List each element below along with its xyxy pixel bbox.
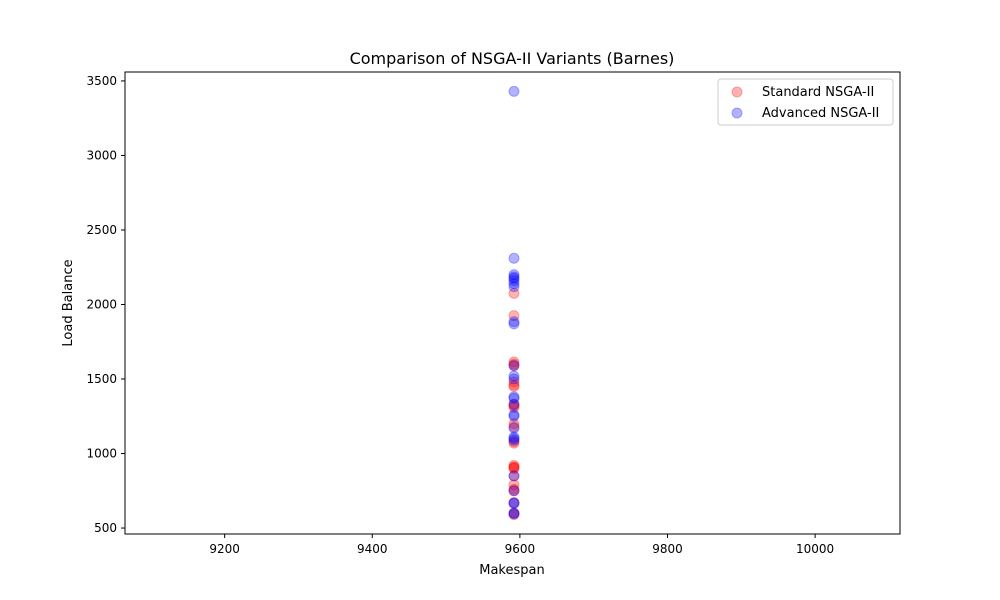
standard-point	[508, 436, 520, 448]
advanced-point	[508, 392, 520, 404]
y-tick-label: 2000	[86, 297, 117, 311]
standard-point	[508, 376, 520, 388]
chart-title: Comparison of NSGA-II Variants (Barnes)	[350, 49, 675, 68]
standard-point	[508, 461, 520, 473]
advanced-point	[508, 409, 520, 421]
advanced-point	[508, 431, 520, 443]
standard-point	[508, 310, 520, 322]
advanced-point	[508, 391, 520, 403]
advanced-point	[508, 360, 520, 372]
standard-point	[508, 462, 520, 474]
y-tick-label: 2500	[86, 223, 117, 237]
advanced-point	[508, 497, 520, 509]
standard-point	[508, 470, 520, 482]
standard-point	[508, 356, 520, 368]
advanced-point	[508, 433, 520, 445]
x-tick-label: 9400	[357, 542, 388, 556]
legend-label-standard: Standard NSGA-II	[762, 85, 874, 100]
advanced-point	[508, 275, 520, 287]
advanced-point	[508, 252, 520, 264]
y-tick-label: 3000	[86, 148, 117, 162]
advanced-point	[508, 507, 520, 519]
standard-point	[508, 418, 520, 430]
advanced-point	[508, 398, 520, 410]
advanced-point	[508, 278, 520, 290]
standard-point	[508, 287, 520, 299]
advanced-point	[508, 373, 520, 385]
standard-point	[508, 380, 520, 392]
standard-point	[508, 360, 520, 372]
standard-point	[508, 509, 520, 521]
standard-point	[508, 497, 520, 509]
data-points	[508, 85, 520, 521]
advanced-point	[508, 485, 520, 497]
advanced-point	[508, 281, 520, 293]
advanced-point	[508, 422, 520, 434]
standard-point	[508, 507, 520, 519]
x-axis-ticks: 9200 9400 9600 9800 10000	[209, 534, 834, 556]
advanced-point	[508, 271, 520, 283]
y-tick-label: 3500	[86, 74, 117, 88]
legend-box	[717, 78, 894, 126]
plot-frame	[124, 71, 901, 535]
advanced-point	[508, 318, 520, 330]
legend-marker-standard	[731, 86, 743, 98]
standard-point	[508, 398, 520, 410]
y-axis-label: Load Balance	[61, 259, 76, 346]
advanced-point	[508, 370, 520, 382]
standard-point	[508, 485, 520, 497]
y-tick-label: 1000	[86, 447, 117, 461]
advanced-point	[508, 508, 520, 520]
y-axis-ticks: 500 1000 1500 2000 2500 3000 3500	[86, 74, 125, 535]
advanced-point	[508, 410, 520, 422]
standard-point	[508, 400, 520, 412]
advanced-point	[508, 434, 520, 446]
advanced-point	[508, 470, 520, 482]
standard-point	[508, 459, 520, 471]
x-axis-label: Makespan	[479, 563, 544, 578]
legend-marker-advanced	[731, 107, 743, 119]
standard-point	[508, 483, 520, 495]
standard-point	[508, 421, 520, 433]
x-tick-label: 9800	[652, 542, 683, 556]
standard-point	[508, 379, 520, 391]
y-tick-label: 500	[94, 521, 117, 535]
legend-label-advanced: Advanced NSGA-II	[762, 106, 879, 121]
x-tick-label: 9600	[505, 542, 536, 556]
x-tick-label: 9200	[209, 542, 240, 556]
advanced-point	[508, 497, 520, 509]
advanced-point	[508, 269, 520, 281]
advanced-point	[508, 272, 520, 284]
x-tick-label: 10000	[796, 542, 834, 556]
advanced-point	[508, 85, 520, 97]
advanced-point	[508, 316, 520, 328]
standard-point	[508, 401, 520, 413]
legend: Standard NSGA-II Advanced NSGA-II	[717, 78, 894, 126]
standard-point	[508, 358, 520, 370]
y-tick-label: 1500	[86, 372, 117, 386]
standard-point	[508, 479, 520, 491]
standard-point	[508, 462, 520, 474]
standard-point	[508, 437, 520, 449]
